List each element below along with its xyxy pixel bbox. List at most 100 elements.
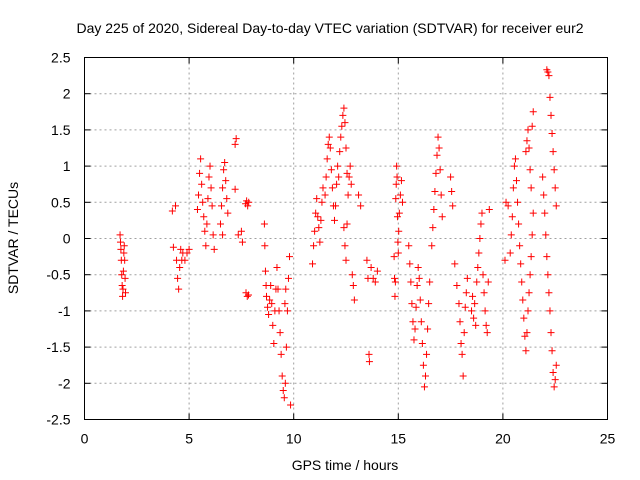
data-point (313, 195, 321, 203)
data-point (346, 162, 354, 170)
data-point (475, 249, 483, 257)
data-point (396, 191, 404, 199)
data-point (474, 263, 482, 271)
data-point (219, 231, 227, 239)
data-point (282, 285, 290, 293)
data-point (473, 278, 481, 286)
data-point (357, 202, 365, 210)
data-point (508, 213, 516, 221)
data-point (332, 202, 340, 210)
data-point (398, 198, 406, 206)
data-point (206, 162, 214, 170)
y-tick-label: 2 (63, 86, 71, 102)
data-point (355, 191, 363, 199)
data-point (431, 187, 439, 195)
data-point (507, 231, 515, 239)
data-point (423, 350, 431, 358)
data-point (463, 274, 471, 282)
data-point (322, 173, 330, 181)
data-point (174, 274, 182, 282)
data-point (451, 260, 459, 268)
chart-title: Day 225 of 2020, Sidereal Day-to-day VTE… (76, 20, 583, 36)
data-point (274, 285, 282, 293)
data-point (169, 243, 177, 251)
data-point (315, 224, 323, 232)
data-point (232, 135, 240, 143)
data-point (325, 133, 333, 141)
data-point (237, 227, 245, 235)
data-point (414, 263, 422, 271)
data-point (525, 144, 533, 152)
data-point (406, 260, 414, 268)
data-point (550, 383, 558, 391)
data-point (342, 144, 350, 152)
data-point (408, 300, 416, 308)
data-point (392, 195, 400, 203)
data-point (514, 198, 522, 206)
y-tick-label: 0.5 (51, 194, 71, 210)
data-point (286, 253, 294, 261)
data-point (472, 321, 480, 329)
data-point (198, 180, 206, 188)
scatter-points (116, 66, 560, 409)
data-point (281, 379, 289, 387)
data-point (334, 162, 342, 170)
data-point (528, 122, 536, 130)
data-point (185, 245, 193, 253)
data-point (395, 227, 403, 235)
data-point (118, 271, 126, 279)
y-axis-label: SDTVAR / TECUs (5, 182, 21, 294)
data-point (415, 274, 423, 282)
data-point (546, 307, 554, 315)
y-grid-lines (84, 93, 608, 384)
data-point (549, 368, 557, 376)
data-point (429, 224, 437, 232)
data-point (266, 296, 274, 304)
data-point (261, 267, 269, 275)
data-point (479, 271, 487, 279)
data-point (243, 292, 251, 300)
data-point (200, 213, 208, 221)
data-point (267, 282, 275, 290)
data-point (456, 318, 464, 326)
data-point (516, 242, 524, 250)
data-point (321, 191, 329, 199)
data-point (260, 220, 268, 228)
data-point (437, 191, 445, 199)
data-point (270, 339, 278, 347)
data-point (205, 173, 213, 181)
data-point (393, 162, 401, 170)
data-point (470, 314, 478, 322)
data-point (218, 202, 226, 210)
data-point (522, 148, 530, 156)
data-point (551, 184, 559, 192)
data-point (345, 173, 353, 181)
data-point (476, 235, 484, 242)
data-point (116, 238, 124, 246)
y-tick-label: 1 (63, 158, 71, 174)
data-point (523, 137, 531, 145)
data-point (527, 253, 535, 261)
data-point (468, 307, 476, 315)
data-point (207, 184, 215, 192)
data-point (231, 140, 239, 148)
data-point (523, 329, 531, 337)
data-point (544, 271, 552, 279)
data-point (419, 361, 427, 369)
data-point (527, 184, 535, 192)
data-point (528, 231, 536, 239)
data-point (426, 278, 434, 286)
data-point (526, 166, 534, 174)
data-point (550, 166, 558, 174)
data-point (263, 292, 271, 300)
data-point (391, 278, 399, 286)
data-point (244, 202, 252, 210)
data-point (457, 339, 465, 347)
data-point (121, 256, 129, 264)
data-point (425, 300, 433, 308)
data-point (405, 242, 413, 250)
data-point (340, 224, 348, 232)
data-point (529, 209, 537, 217)
data-point (432, 169, 440, 177)
data-point (480, 289, 488, 297)
